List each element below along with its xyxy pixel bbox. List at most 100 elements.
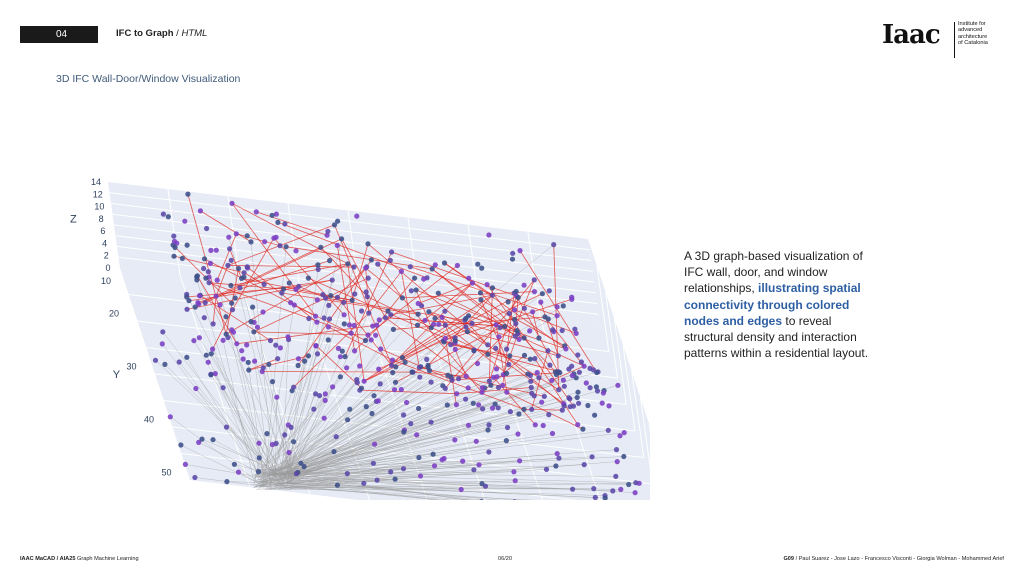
edge-gray — [254, 372, 560, 482]
node-point — [363, 404, 369, 410]
node-point — [387, 257, 393, 263]
node-point — [530, 309, 536, 315]
node-point — [417, 374, 423, 380]
node-point — [527, 328, 533, 334]
edge-red — [320, 247, 368, 297]
iaac-logo: Iaac Institute for advanced architecture… — [882, 20, 997, 60]
node-point — [322, 391, 328, 397]
node-point — [364, 294, 370, 300]
node-point — [213, 247, 219, 253]
node-point — [449, 377, 455, 383]
node-point — [444, 402, 450, 408]
node-point — [214, 277, 220, 283]
node-point — [574, 394, 580, 401]
node-point — [342, 354, 348, 360]
node-point — [517, 458, 523, 464]
node-point — [534, 370, 540, 376]
edge-gray — [180, 444, 272, 490]
plot-side-pane — [588, 239, 650, 477]
z-tick-label: 10 — [101, 276, 111, 286]
node-point — [286, 280, 292, 286]
edge-gray — [280, 477, 629, 485]
node-point — [223, 331, 229, 337]
edge-red — [368, 271, 402, 314]
node-point — [400, 466, 407, 472]
edge-red — [200, 210, 252, 243]
node-point — [208, 247, 214, 253]
edge-red — [286, 246, 433, 270]
node-point — [333, 434, 339, 440]
node-point — [339, 348, 345, 354]
node-point — [388, 312, 394, 318]
node-point — [203, 352, 209, 358]
node-point — [260, 309, 266, 315]
node-point — [489, 405, 496, 411]
node-point — [587, 365, 593, 371]
edge-gray — [259, 479, 378, 487]
node-point — [540, 422, 546, 429]
node-point — [273, 440, 279, 447]
description-text-end: to reveal structural density and interac… — [684, 313, 869, 361]
node-point — [377, 381, 383, 387]
node-point — [326, 302, 332, 308]
edge-red — [308, 277, 446, 339]
node-point — [502, 323, 508, 330]
node-point — [389, 357, 396, 363]
node-point — [370, 460, 376, 466]
grid-line — [613, 318, 627, 405]
node-point — [255, 469, 262, 475]
node-point — [506, 361, 512, 368]
edge-red — [315, 345, 362, 389]
edge-red — [354, 314, 392, 352]
node-point — [239, 348, 245, 354]
node-point — [569, 363, 575, 369]
edge-gray — [199, 337, 291, 485]
edge-gray — [284, 457, 419, 483]
node-point — [527, 372, 533, 378]
node-point — [463, 373, 469, 379]
node-point — [442, 335, 448, 341]
node-point — [432, 315, 438, 321]
node-point — [529, 406, 535, 412]
node-point — [521, 406, 527, 412]
z-tick-label: 8 — [99, 214, 104, 224]
node-point — [550, 327, 556, 333]
node-point — [352, 291, 358, 297]
node-point — [361, 378, 367, 384]
node-point — [532, 356, 538, 362]
edge-red — [444, 262, 567, 350]
node-point — [570, 403, 577, 409]
node-point — [592, 412, 598, 418]
node-point — [334, 242, 340, 248]
grid-line — [622, 344, 636, 432]
node-point — [575, 422, 581, 428]
section-number-badge: 04 — [20, 26, 98, 43]
node-point — [315, 266, 321, 272]
node-point — [613, 473, 619, 479]
node-point — [416, 364, 422, 370]
node-point — [475, 261, 481, 267]
slide-title-main: IFC to Graph — [116, 28, 174, 39]
edge-gray — [226, 426, 287, 478]
node-point — [344, 365, 350, 371]
node-point — [422, 317, 428, 323]
logo-text: Institute for advanced architecture of C… — [958, 21, 988, 46]
edge-red — [418, 282, 473, 304]
node-point — [279, 290, 285, 296]
grid-line — [539, 317, 601, 500]
node-point — [331, 449, 337, 455]
node-point — [295, 356, 302, 362]
node-point — [217, 302, 223, 308]
node-point — [621, 453, 627, 460]
node-point — [327, 258, 333, 264]
node-point — [414, 432, 420, 438]
grid-line — [110, 203, 592, 261]
node-point — [512, 316, 518, 323]
node-point — [441, 260, 448, 266]
edge-gray — [265, 339, 372, 474]
node-point — [262, 239, 268, 245]
node-point — [191, 338, 197, 344]
node-point — [465, 313, 472, 319]
edge-gray — [284, 408, 419, 484]
